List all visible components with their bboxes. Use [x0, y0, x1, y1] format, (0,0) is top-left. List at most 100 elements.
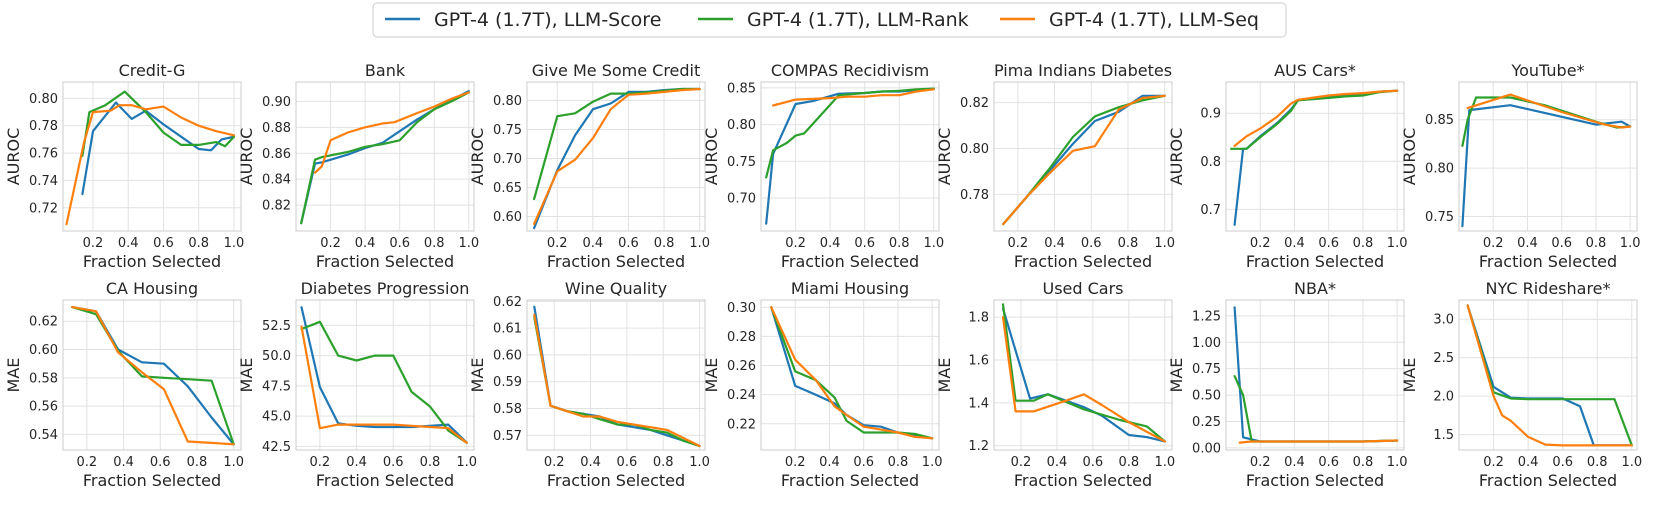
x-axis-label: Fraction Selected [316, 252, 454, 271]
series-line-llm-rank [81, 90, 236, 157]
y-tick-label: 1.8 [968, 311, 989, 326]
y-tick-label: 0.80 [1425, 162, 1454, 177]
x-tick-label: 0.8 [888, 455, 909, 470]
y-tick-label: 0.54 [29, 428, 58, 443]
y-tick-label: 0.58 [493, 402, 522, 417]
chart-nyc-rideshare: 0.2 0.4 0.6 0.8 1.0 1.5 2.0 2.5 3.0 NYC Rideshare… [1400, 279, 1642, 490]
y-tick-label: 1.2 [968, 439, 989, 454]
plot-frame [1225, 299, 1405, 451]
x-tick-label: 0.8 [424, 236, 445, 251]
chart-title: Wine Quality [565, 279, 667, 298]
y-axis-label: AUROC [237, 128, 256, 186]
legend-entry-llm-seq: GPT-4 (1.7T), LLM-Seq [1000, 9, 1259, 31]
x-tick-label: 0.8 [653, 455, 674, 470]
y-tick-label: 0.50 [1192, 389, 1221, 404]
x-tick-label: 0.8 [654, 236, 675, 251]
x-tick-label: 1.0 [1154, 455, 1175, 470]
y-tick-label: 0.30 [727, 301, 756, 316]
chart-wine-quality: 0.2 0.4 0.6 0.8 1.0 0.57 0.58 0.59 0.60 0.61 0.62 W… [468, 279, 710, 490]
series-line-llm-rank [532, 87, 701, 201]
x-tick-label: 0.4 [1284, 455, 1305, 470]
chart-bank: 0.2 0.4 0.6 0.8 1.0 0.82 0.84 0.86 0.88 0.90 Bank F… [237, 61, 479, 271]
plot-frame [760, 299, 940, 451]
chart-title: Miami Housing [791, 279, 909, 298]
y-tick-label: 0.72 [29, 201, 58, 216]
y-tick-label: 0.85 [727, 81, 756, 96]
y-tick-label: 42.5 [262, 440, 291, 455]
series-line-llm-score [1461, 104, 1632, 228]
series-line-llm-seq [1466, 93, 1632, 129]
x-tick-label: 0.4 [580, 455, 601, 470]
x-axis-label: Fraction Selected [547, 252, 685, 271]
chart-title: CA Housing [106, 279, 198, 298]
x-tick-label: 0.2 [547, 236, 568, 251]
y-tick-label: 0.24 [727, 388, 756, 403]
series-group [533, 305, 701, 448]
x-tick-label: 0.6 [1318, 455, 1339, 470]
x-tick-label: 0.8 [1353, 455, 1374, 470]
x-axis-label: Fraction Selected [316, 471, 454, 490]
y-tick-label: 0.28 [727, 330, 756, 345]
y-axis-label: AUROC [935, 128, 954, 186]
x-tick-label: 0.2 [785, 236, 806, 251]
y-tick-label: 2.0 [1433, 390, 1454, 405]
plot-frame [1458, 81, 1638, 232]
y-tick-label: 0.25 [1192, 415, 1221, 430]
series-group [765, 87, 935, 225]
plot-area [761, 82, 939, 231]
series-group [1233, 306, 1399, 444]
x-tick-label: 0.6 [1081, 236, 1102, 251]
series-line-llm-score [81, 101, 236, 196]
x-tick-label: 0.8 [1586, 236, 1607, 251]
x-axis-label: Fraction Selected [1479, 471, 1617, 490]
y-tick-label: 0.60 [493, 210, 522, 225]
y-tick-label: 0.26 [727, 359, 756, 374]
x-tick-label: 0.6 [389, 236, 410, 251]
y-tick-label: 0.9 [1200, 107, 1221, 122]
series-group [1001, 303, 1166, 443]
plot-frame [62, 81, 242, 232]
series-line-llm-rank [300, 320, 468, 444]
plot-area [527, 300, 705, 450]
x-tick-label: 0.4 [820, 236, 841, 251]
y-tick-label: 0.60 [29, 343, 58, 358]
y-tick-label: 0.56 [29, 400, 58, 415]
x-tick-label: 1.0 [1154, 236, 1175, 251]
y-tick-label: 0.88 [262, 121, 291, 136]
plot-frame [62, 299, 242, 451]
x-tick-label: 0.8 [1587, 455, 1608, 470]
x-tick-label: 0.4 [1044, 236, 1065, 251]
y-tick-label: 2.5 [1433, 351, 1454, 366]
plot-frame [295, 299, 475, 451]
series-line-llm-rank [1466, 304, 1633, 447]
chart-youtube: 0.2 0.4 0.6 0.8 1.0 0.75 0.80 0.85 YouTube* Fract… [1400, 61, 1640, 271]
y-tick-label: 0.80 [727, 118, 756, 133]
x-axis-label: Fraction Selected [781, 471, 919, 490]
series-line-llm-rank [300, 91, 470, 225]
y-tick-label: 1.00 [1192, 336, 1221, 351]
x-tick-label: 0.8 [188, 236, 209, 251]
chart-title: Used Cars [1042, 279, 1123, 298]
x-tick-label: 0.6 [617, 455, 638, 470]
x-axis-label: Fraction Selected [83, 252, 221, 271]
series-line-llm-seq [770, 306, 934, 440]
x-tick-label: 0.6 [383, 455, 404, 470]
plot-frame [295, 81, 475, 232]
x-tick-label: 0.4 [1518, 455, 1539, 470]
y-tick-label: 0.80 [493, 94, 522, 109]
x-tick-label: 0.2 [1008, 236, 1029, 251]
legend: GPT-4 (1.7T), LLM-Score GPT-4 (1.7T), LL… [372, 2, 1287, 38]
y-tick-label: 0.75 [727, 155, 756, 170]
y-tick-label: 52.5 [262, 319, 291, 334]
y-axis-label: MAE [1400, 358, 1419, 393]
x-tick-label: 0.4 [583, 236, 604, 251]
x-tick-label: 0.6 [853, 455, 874, 470]
plot-frame [1458, 299, 1638, 451]
series-line-llm-rank [765, 87, 935, 179]
y-tick-label: 0.70 [727, 191, 756, 206]
y-tick-label: 45.0 [262, 410, 291, 425]
x-tick-label: 1.0 [689, 455, 710, 470]
x-tick-label: 0.4 [1047, 455, 1068, 470]
x-tick-label: 0.6 [1083, 455, 1104, 470]
